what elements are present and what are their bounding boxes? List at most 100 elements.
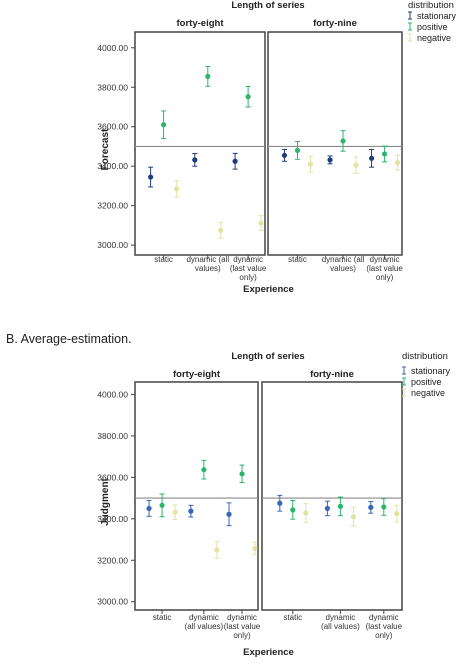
point-marker [214, 547, 220, 553]
y-tick-label: 3000.00 [97, 240, 128, 250]
data-point-stationary [324, 500, 330, 517]
data-point-negative [394, 154, 401, 171]
y-tick-label: 3600.00 [97, 122, 128, 132]
panel-label: forty-nine [310, 369, 354, 380]
data-point-negative [258, 215, 264, 232]
panel-label: forty-nine [313, 18, 357, 29]
legend-item-negative: negative [408, 33, 451, 43]
y-tick-label: 4000.00 [97, 43, 128, 53]
data-point-stationary [368, 148, 375, 168]
panel-frame [267, 31, 403, 256]
point-marker [192, 157, 198, 163]
chart-title: Length of series [231, 351, 304, 362]
legend-item-stationary: stationary [402, 366, 451, 376]
point-marker [218, 227, 224, 233]
point-marker [294, 147, 301, 154]
point-marker [226, 511, 232, 517]
data-point-positive [337, 496, 343, 517]
section-b-label: B. Average-estimation. [6, 332, 132, 346]
y-tick-label: 3200.00 [97, 555, 128, 565]
point-marker [368, 504, 374, 510]
data-point-stationary [192, 153, 198, 167]
legend-item-negative: negative [402, 388, 445, 398]
data-point-stationary [368, 501, 374, 514]
point-marker [232, 158, 238, 164]
x-tick-label: dynamic (last value only) [230, 255, 267, 282]
x-tick-label: static [153, 613, 172, 622]
y-tick-label: 3800.00 [97, 431, 128, 441]
y-tick-label: 3400.00 [97, 514, 128, 524]
data-point-positive [381, 498, 387, 516]
data-point-stationary [146, 500, 152, 517]
x-tick-label: dynamic (all values) [322, 255, 365, 273]
x-axis-label: Experience [243, 647, 294, 658]
x-tick-label: dynamic (all values) [185, 613, 224, 631]
point-marker [381, 504, 387, 510]
point-marker [281, 152, 288, 158]
legend-title: distribution [408, 0, 454, 11]
panel-forty-nine: forty-nine static dynamic (all values)dynam… [267, 18, 403, 282]
data-point-negative [252, 541, 258, 556]
point-marker [174, 186, 180, 192]
point-marker [327, 157, 333, 163]
x-tick-label: dynamic (last value only) [366, 613, 403, 640]
data-point-stationary [277, 494, 283, 512]
y-tick-label: 3400.00 [97, 161, 128, 171]
legend-label: negative [411, 388, 445, 398]
data-point-positive [159, 493, 165, 518]
x-tick-label: dynamic (last value only) [224, 613, 261, 640]
point-marker [148, 174, 154, 180]
panel-forty-nine: forty-nine static dynamic (all values) dynam… [261, 369, 403, 640]
legend-label: stationary [411, 366, 451, 376]
panel-forty-eight: forty-eight static dynamic (all values)dyna… [134, 18, 267, 282]
panel-label: forty-eight [177, 18, 225, 29]
panel-forty-eight: forty-eight static dynamic (all values)dyna… [134, 369, 261, 640]
point-marker [353, 162, 359, 168]
data-point-positive [205, 66, 211, 87]
point-marker [201, 467, 207, 473]
data-point-stationary [226, 502, 232, 527]
point-marker [350, 514, 356, 520]
legend-item-stationary: stationary [408, 11, 457, 21]
panel-frame [134, 381, 259, 611]
point-marker [303, 510, 309, 516]
legend-item-positive: positive [408, 22, 448, 32]
data-point-positive [340, 130, 346, 152]
data-point-positive [161, 110, 167, 140]
point-marker [381, 151, 388, 157]
point-marker [368, 155, 375, 161]
point-marker [161, 122, 167, 128]
chart-title: Length of series [231, 0, 304, 11]
point-marker [258, 220, 264, 226]
point-marker [159, 502, 165, 508]
x-tick-label: dynamic (last value only) [366, 255, 403, 282]
data-point-negative [307, 155, 314, 173]
data-point-stationary [281, 148, 288, 162]
data-point-positive [294, 141, 301, 160]
data-point-stationary [232, 152, 238, 170]
data-point-stationary [148, 166, 154, 188]
point-marker [340, 138, 346, 144]
y-tick-label: 4000.00 [97, 389, 128, 399]
point-marker [337, 503, 343, 509]
legend-item-positive: positive [402, 377, 442, 387]
point-marker [290, 507, 296, 513]
point-marker [277, 500, 283, 506]
x-axis-label: Experience [243, 284, 294, 295]
data-point-positive [245, 85, 251, 108]
panel-frame [261, 381, 403, 611]
data-point-positive [201, 459, 207, 480]
legend-label: positive [411, 377, 442, 387]
y-axis-label: Forecast [100, 128, 111, 170]
x-tick-label: static [283, 613, 302, 622]
x-tick-label: static [154, 255, 173, 264]
y-tick-label: 3800.00 [97, 82, 128, 92]
y-tick-label: 3600.00 [97, 472, 128, 482]
data-point-stationary [188, 504, 194, 518]
chart-a: Length of series Forecast 3000.00 3200.00 34… [97, 0, 456, 295]
data-point-negative [353, 156, 359, 174]
point-marker [394, 511, 400, 517]
